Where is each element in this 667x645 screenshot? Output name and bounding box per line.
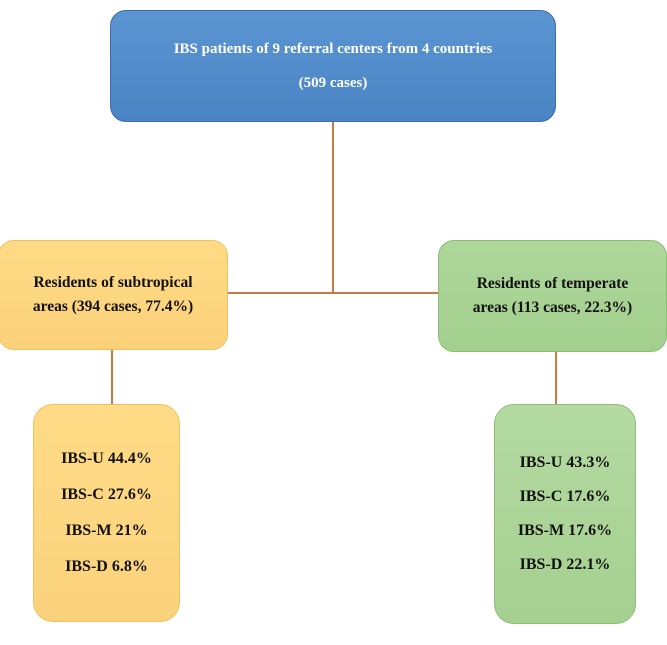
temperate-subtype-item: IBS-M 17.6%	[518, 514, 612, 548]
root-node-count: (509 cases)	[298, 75, 368, 91]
root-node-ibs-patients: IBS patients of 9 referral centers from …	[110, 10, 556, 122]
subtype-label: IBS-M	[517, 522, 565, 539]
subtype-value: 17.6%	[566, 488, 611, 505]
subtropical-subtype-list: IBS-U 44.4% IBS-C 27.6% IBS-M 21% IBS-D …	[33, 404, 180, 622]
subtropical-title: Residents of subtropical	[33, 274, 193, 291]
subtype-value: 43.3%	[566, 454, 611, 471]
subtype-label: IBS-D	[519, 556, 563, 573]
temperate-node: Residents of temperate areas (113 cases,…	[438, 240, 667, 352]
subtype-label: IBS-C	[519, 488, 563, 505]
subtropical-subtype-item: IBS-C 27.6%	[61, 477, 152, 513]
subtype-label: IBS-C	[61, 486, 104, 503]
connector-top-vertical	[332, 122, 334, 293]
subtype-label: IBS-U	[61, 450, 104, 467]
connector-subtropical-vertical	[111, 350, 113, 404]
subtropical-subtype-item: IBS-M 21%	[65, 513, 147, 549]
temperate-count: areas (113 cases, 22.3%)	[472, 299, 633, 316]
temperate-subtype-item: IBS-U 43.3%	[520, 446, 611, 480]
connector-temperate-vertical	[555, 352, 557, 404]
subtype-value: 44.4%	[107, 450, 152, 467]
temperate-subtype-item: IBS-D 22.1%	[520, 548, 611, 582]
temperate-subtype-list: IBS-U 43.3% IBS-C 17.6% IBS-M 17.6% IBS-…	[494, 404, 636, 624]
temperate-subtype-item: IBS-C 17.6%	[520, 480, 611, 514]
subtype-value: 22.1%	[566, 556, 611, 573]
temperate-title: Residents of temperate	[476, 275, 629, 292]
connector-horizontal	[228, 292, 438, 294]
subtype-value: 6.8%	[111, 558, 148, 575]
subtropical-count: areas (394 cases, 77.4%)	[32, 298, 194, 315]
subtype-label: IBS-D	[65, 558, 108, 575]
subtropical-subtype-item: IBS-U 44.4%	[61, 441, 152, 477]
subtype-label: IBS-M	[65, 522, 112, 539]
subtropical-subtype-item: IBS-D 6.8%	[65, 549, 148, 585]
subtype-value: 21%	[115, 522, 148, 539]
subtype-value: 17.6%	[568, 522, 613, 539]
root-node-title: IBS patients of 9 referral centers from …	[173, 41, 493, 57]
subtropical-node: Residents of subtropical areas (394 case…	[0, 240, 228, 350]
subtype-value: 27.6%	[107, 486, 152, 503]
subtype-label: IBS-U	[519, 454, 563, 471]
